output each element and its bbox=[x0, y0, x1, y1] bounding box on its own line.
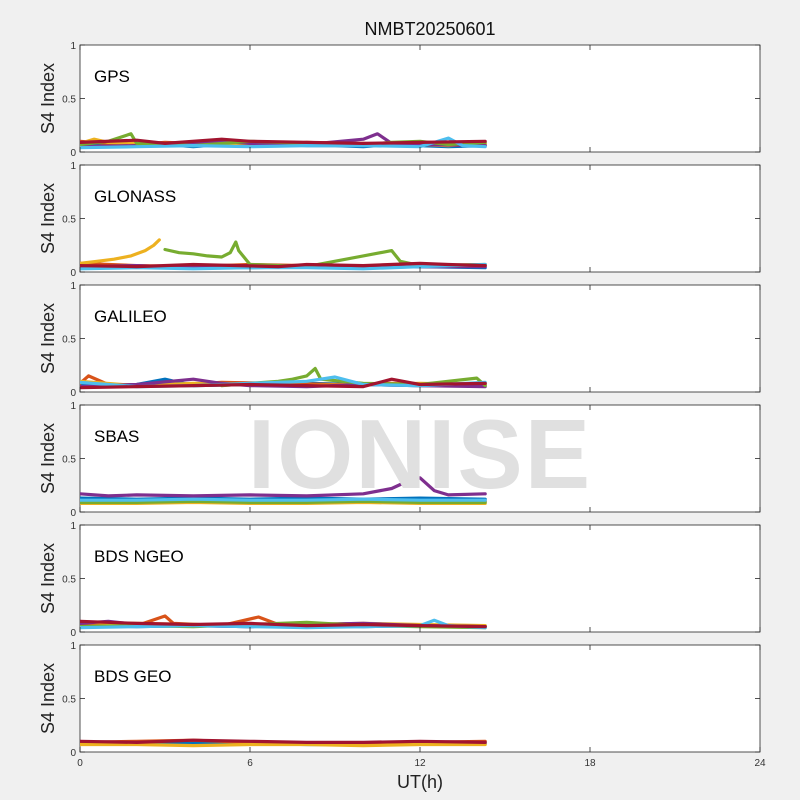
x-tick-label: 6 bbox=[247, 758, 253, 769]
series-line-3 bbox=[80, 742, 487, 748]
series-group bbox=[80, 614, 487, 630]
panel-sbas: 0 0.5 1 S4 Index SBAS bbox=[38, 401, 761, 519]
x-axis-label: UT(h) bbox=[397, 772, 443, 792]
series-line-6 bbox=[80, 618, 487, 630]
panels-group: 0 0.5 1 S4 Index GPS 0 0.5 1 S4 Index GLONASS 0 0.5… bbox=[38, 41, 766, 769]
series-line-3 bbox=[80, 238, 161, 265]
y-tick-label: 0.5 bbox=[62, 455, 76, 466]
y-tick-label: 1 bbox=[70, 521, 76, 532]
series-group bbox=[80, 738, 487, 748]
y-tick-label: 1 bbox=[70, 641, 76, 652]
plot-area bbox=[79, 524, 761, 633]
y-tick-label: 0 bbox=[70, 508, 76, 519]
figure-title: NMBT20250601 bbox=[364, 19, 495, 39]
panel-gps: 0 0.5 1 S4 Index GPS bbox=[38, 41, 761, 159]
y-axis-label: S4 Index bbox=[38, 663, 58, 734]
panel-label: GLONASS bbox=[94, 187, 176, 206]
series-group bbox=[80, 476, 487, 505]
plot-area bbox=[79, 164, 761, 273]
series-line-4 bbox=[80, 738, 487, 744]
panel-label: BDS NGEO bbox=[94, 547, 184, 566]
y-tick-label: 1 bbox=[70, 281, 76, 292]
series-line-7 bbox=[80, 137, 487, 145]
panel-label: GPS bbox=[94, 67, 130, 86]
y-axis-label: S4 Index bbox=[38, 63, 58, 134]
series-line-4 bbox=[80, 476, 487, 498]
y-tick-label: 0.5 bbox=[62, 575, 76, 586]
panel-bds-ngeo: 0 0.5 1 S4 Index BDS NGEO bbox=[38, 521, 761, 639]
series-group bbox=[80, 238, 487, 271]
y-axis-label: S4 Index bbox=[38, 543, 58, 614]
plot-area bbox=[79, 284, 761, 393]
series-group bbox=[80, 366, 487, 390]
panel-bds-geo: 0 0.5 1 S4 Index BDS GEO 0 6 12 18 24 bbox=[38, 641, 766, 769]
plot-area bbox=[79, 404, 761, 513]
x-tick-label: 24 bbox=[754, 758, 766, 769]
series-line-7 bbox=[80, 377, 487, 390]
panel-label: BDS GEO bbox=[94, 667, 171, 686]
y-tick-label: 0.5 bbox=[62, 215, 76, 226]
series-line-6 bbox=[80, 497, 487, 502]
y-axis-label: S4 Index bbox=[38, 183, 58, 254]
series-line-5 bbox=[80, 499, 487, 504]
watermark: IONISE bbox=[248, 399, 592, 509]
x-tick-label: 0 bbox=[77, 758, 83, 769]
plot-area bbox=[79, 644, 761, 753]
y-tick-label: 0 bbox=[70, 628, 76, 639]
y-tick-label: 0 bbox=[70, 268, 76, 279]
series-line-7 bbox=[80, 619, 487, 629]
series-group bbox=[80, 132, 487, 150]
panel-label: SBAS bbox=[94, 427, 139, 446]
y-tick-label: 0.5 bbox=[62, 695, 76, 706]
y-tick-label: 1 bbox=[70, 161, 76, 172]
y-tick-label: 1 bbox=[70, 41, 76, 52]
series-line-7 bbox=[80, 261, 487, 269]
plot-area bbox=[79, 44, 761, 153]
y-tick-label: 0.5 bbox=[62, 335, 76, 346]
panel-label: GALILEO bbox=[94, 307, 167, 326]
panel-glonass: 0 0.5 1 S4 Index GLONASS bbox=[38, 161, 761, 279]
y-tick-label: 0.5 bbox=[62, 95, 76, 106]
y-axis-label: S4 Index bbox=[38, 303, 58, 374]
x-tick-label: 12 bbox=[414, 758, 426, 769]
panel-galileo: 0 0.5 1 S4 Index GALILEO bbox=[38, 281, 761, 399]
y-tick-label: 0 bbox=[70, 748, 76, 759]
x-tick-label: 18 bbox=[584, 758, 596, 769]
y-axis-label: S4 Index bbox=[38, 423, 58, 494]
y-tick-label: 1 bbox=[70, 401, 76, 412]
y-tick-label: 0 bbox=[70, 148, 76, 159]
series-line-5 bbox=[163, 240, 487, 269]
y-tick-label: 0 bbox=[70, 388, 76, 399]
